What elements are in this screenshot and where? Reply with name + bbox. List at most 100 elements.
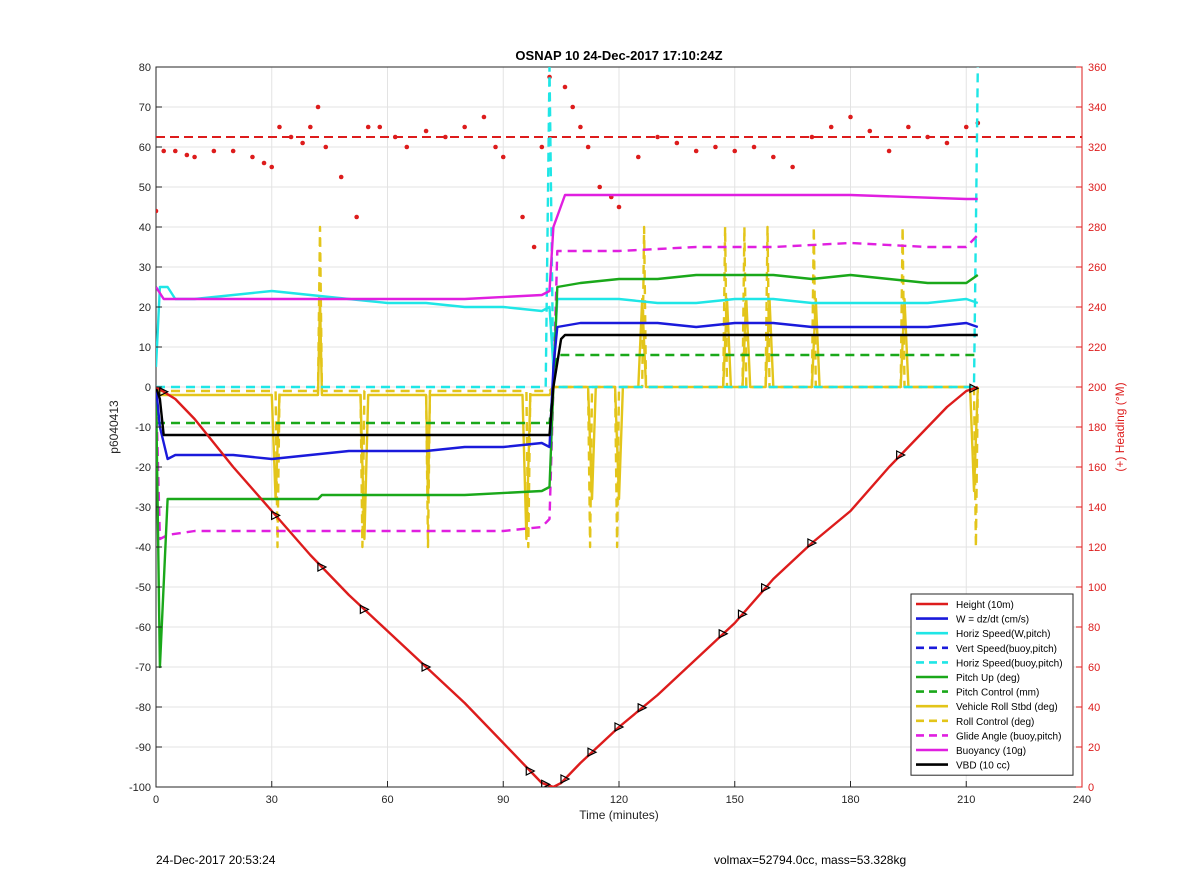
- y-tick-label: 10: [139, 342, 151, 354]
- heading-point: [323, 144, 329, 150]
- waypoint-marker: [560, 774, 571, 784]
- heading-point: [693, 148, 699, 154]
- heading-point: [674, 140, 680, 146]
- heading-point: [944, 140, 950, 146]
- x-tick-label: 90: [497, 794, 509, 806]
- x-tick-label: 120: [610, 794, 628, 806]
- heading-point: [192, 154, 197, 160]
- heading-point: [250, 154, 255, 160]
- y-tick-label: -20: [135, 462, 151, 474]
- right-y-tick-label: 100: [1088, 582, 1106, 594]
- y-tick-label: -90: [135, 742, 151, 754]
- heading-point: [886, 148, 892, 154]
- chart-title: OSNAP 10 24-Dec-2017 17:10:24Z: [515, 48, 722, 63]
- heading-point: [809, 134, 815, 140]
- right-y-tick-label: 40: [1088, 702, 1100, 714]
- heading-point: [963, 124, 969, 130]
- x-tick-label: 60: [381, 794, 393, 806]
- waypoint-marker: [637, 702, 648, 713]
- y-tick-label: -60: [135, 622, 151, 634]
- legend-label: VBD (10 cc): [956, 761, 1010, 772]
- heading-point: [377, 124, 383, 130]
- series-line-w-dz-dt-cm-s: [156, 321, 979, 461]
- heading-point: [172, 148, 178, 154]
- waypoint-marker: [969, 383, 980, 394]
- heading-point: [261, 160, 267, 166]
- heading-point: [655, 134, 660, 140]
- legend-label: Height (10m): [956, 600, 1014, 611]
- waypoint-marker: [761, 582, 771, 593]
- right-y-tick-label: 300: [1088, 182, 1106, 194]
- right-y-tick-label: 180: [1088, 422, 1106, 434]
- y-tick-label: -100: [129, 782, 151, 794]
- heading-point: [570, 104, 575, 110]
- waypoint-marker: [737, 609, 748, 620]
- footer-timestamp: 24-Dec-2017 20:53:24: [156, 853, 276, 867]
- legend: Height (10m) W = dz/dt (cm/s) Horiz Speed(…: [910, 593, 1074, 776]
- series-line-vbd-10-cc: [156, 333, 978, 437]
- axes: 0 30 60 90 120 150 180 210 240-100-90-80-70-60-5…: [129, 62, 1106, 806]
- legend-box: [910, 593, 1074, 776]
- heading-point: [156, 208, 159, 214]
- right-y-tick-label: 320: [1088, 142, 1106, 154]
- y-tick-label: 70: [139, 102, 151, 114]
- x-tick-label: 240: [1073, 794, 1091, 806]
- waypoint-marker: [525, 766, 536, 776]
- right-y-tick-label: 60: [1088, 662, 1100, 674]
- heading-point: [404, 144, 410, 150]
- heading-point: [616, 204, 622, 210]
- heading-point: [481, 114, 487, 120]
- footer-vehicle-parameters: volmax=52794.0cc, mass=53.328kg: [714, 853, 907, 867]
- right-y-tick-label: 220: [1088, 342, 1106, 354]
- legend-label: W = dz/dt (cm/s): [956, 615, 1029, 626]
- heading-point: [585, 144, 591, 150]
- right-y-tick-label: 160: [1088, 462, 1106, 474]
- heading-point: [211, 148, 217, 154]
- right-y-axis-label: (+) Heading (°M): [1113, 382, 1127, 471]
- legend-label: Pitch Control (mm): [956, 688, 1039, 699]
- heading-point: [365, 124, 371, 130]
- legend-label: Vehicle Roll Stbd (deg): [956, 702, 1058, 713]
- y-tick-label: -80: [135, 702, 151, 714]
- heading-point: [462, 124, 467, 130]
- heading-point: [790, 164, 795, 170]
- series-line-roll-control-deg: [156, 225, 979, 549]
- legend-label: Pitch Up (deg): [956, 673, 1020, 684]
- heading-point: [828, 124, 834, 130]
- heading-point: [713, 144, 718, 150]
- series-line-height-10m: [156, 385, 979, 787]
- x-tick-label: 210: [957, 794, 975, 806]
- plot-area: [156, 67, 1082, 787]
- heading-point: [392, 134, 398, 140]
- waypoint-marker: [317, 562, 328, 572]
- heading-point: [288, 134, 294, 140]
- x-tick-label: 30: [266, 794, 278, 806]
- heading-point: [925, 134, 930, 140]
- right-y-tick-label: 80: [1088, 622, 1100, 634]
- heading-point: [531, 244, 537, 250]
- legend-label: Vert Speed(buoy,pitch): [956, 644, 1057, 655]
- waypoint-marker: [421, 662, 432, 672]
- legend-label: Horiz Speed(W,pitch): [956, 629, 1050, 640]
- waypoint-marker: [541, 779, 552, 787]
- right-y-tick-label: 20: [1088, 742, 1100, 754]
- waypoint-marker: [587, 747, 598, 758]
- right-y-tick-label: 0: [1088, 782, 1094, 794]
- right-y-tick-label: 360: [1088, 62, 1106, 74]
- y-tick-label: -10: [135, 422, 151, 434]
- right-y-tick-label: 340: [1088, 102, 1106, 114]
- waypoint-marker: [271, 510, 281, 521]
- heading-point: [269, 164, 275, 170]
- y-tick-label: 80: [139, 62, 151, 74]
- waypoint-marker: [807, 538, 818, 548]
- heading-point: [520, 214, 525, 220]
- heading-point: [184, 152, 190, 158]
- legend-label: Buoyancy (10g): [956, 746, 1026, 757]
- heading-point: [562, 84, 568, 90]
- x-axis-label: Time (minutes): [579, 808, 659, 822]
- y-tick-label: 30: [139, 262, 151, 274]
- waypoint-marker: [614, 722, 625, 732]
- heading-point: [338, 174, 344, 180]
- right-y-tick-label: 260: [1088, 262, 1106, 274]
- y-tick-label: 20: [139, 302, 151, 314]
